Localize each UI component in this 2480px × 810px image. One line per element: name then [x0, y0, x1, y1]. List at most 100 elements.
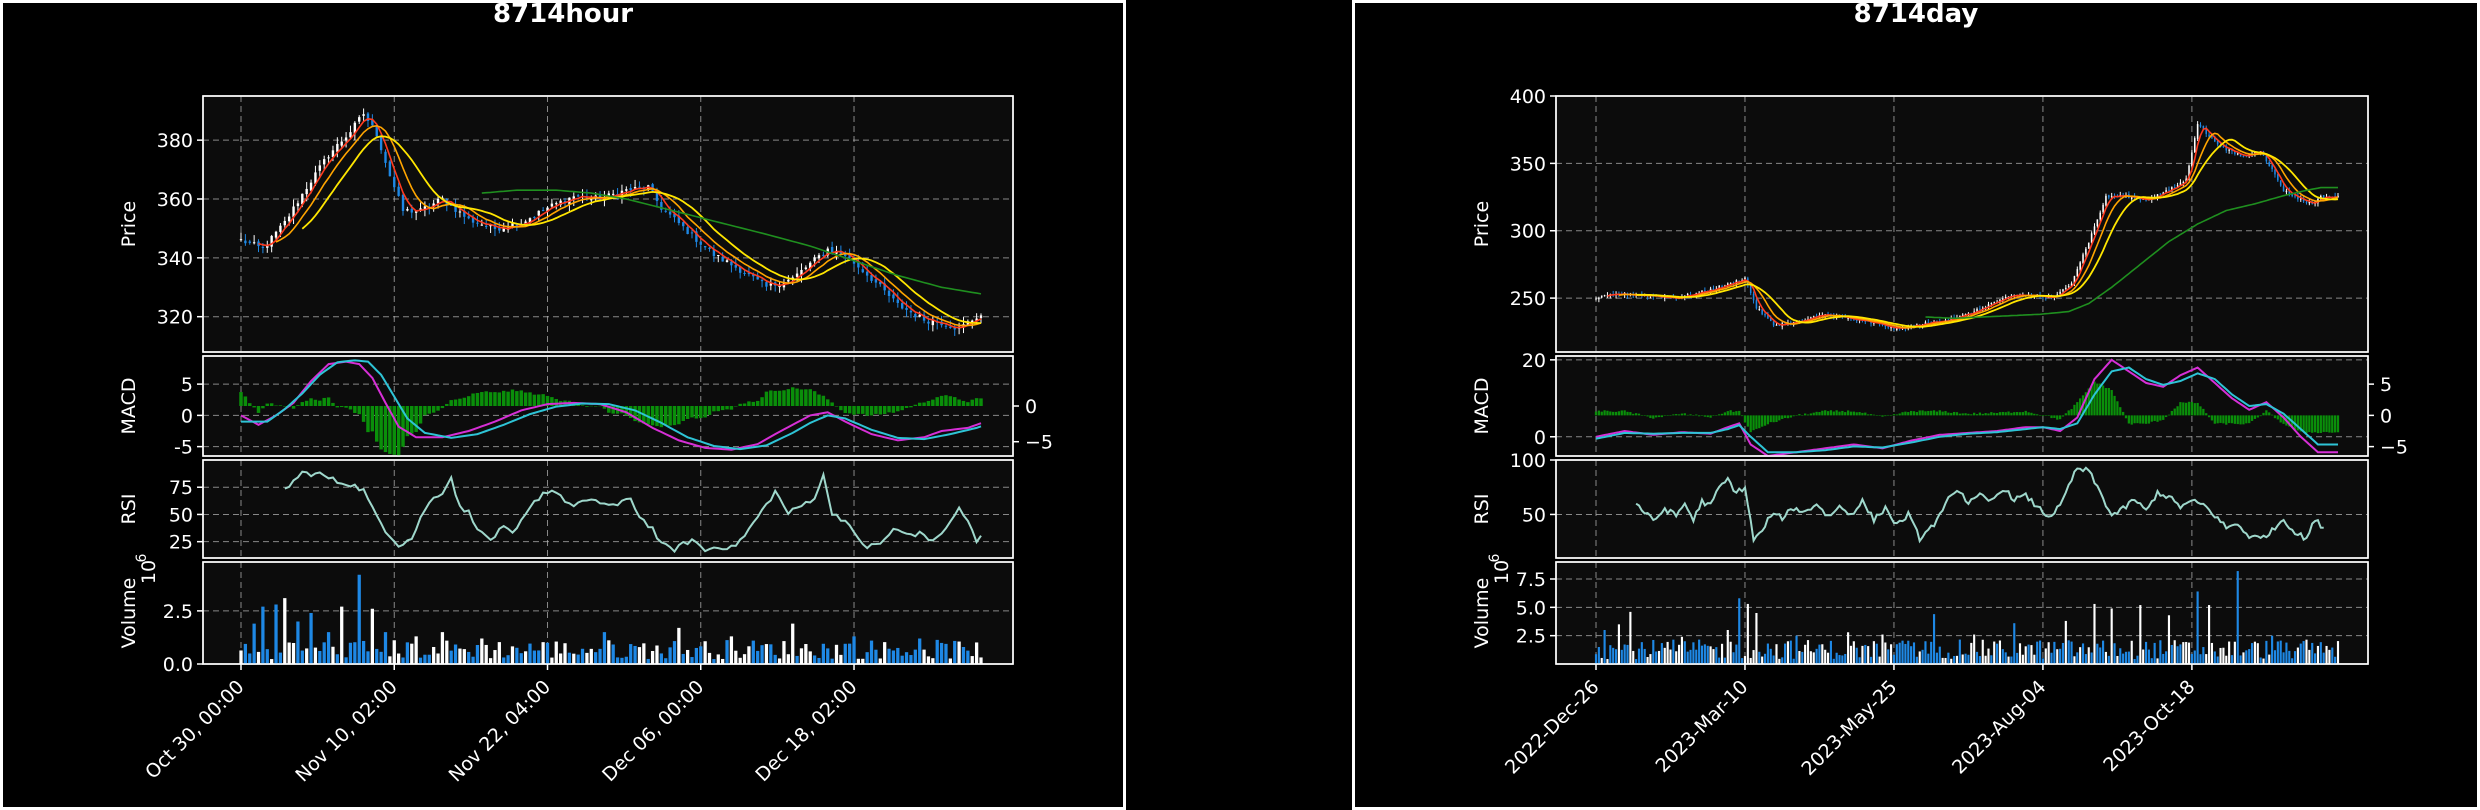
day-candle-body-143 — [2004, 296, 2007, 299]
hour-volume-bar-123 — [777, 658, 782, 664]
day-candle-body-105 — [1896, 327, 1898, 330]
day-macd-bar-132 — [1973, 412, 1976, 416]
day-candle-body-243 — [2291, 194, 2293, 197]
day-candle-body-215 — [2211, 136, 2213, 138]
day-candle-body-172 — [2087, 242, 2090, 249]
day-volume-bar-55 — [1752, 650, 1755, 664]
hour-macd-bar-155 — [917, 402, 922, 406]
day-volume-bar-136 — [1984, 655, 1987, 664]
hour-macd-bar-46 — [440, 406, 445, 409]
day-candle-body-167 — [2073, 276, 2076, 284]
day-macd-bar-213 — [2205, 413, 2208, 416]
hour-candle-body-161 — [944, 325, 948, 327]
day-volume-bar-123 — [1947, 652, 1950, 664]
day-macd-bar-35 — [1695, 414, 1698, 416]
day-volume-bar-24 — [1663, 647, 1666, 664]
hour-volume-bar-99 — [672, 641, 677, 664]
day-volume-bar-16 — [1640, 642, 1643, 664]
day-volume-bar-146 — [2013, 623, 2016, 664]
hour-macd-bar-96 — [659, 406, 664, 428]
day-xtick-label-3: 2023-Aug-04 — [1948, 676, 2050, 778]
day-volume-bar-209 — [2193, 650, 2196, 664]
day-macd-bar-179 — [2107, 387, 2110, 416]
hour-volume-bar-0 — [239, 650, 243, 664]
day-macd-bar-1 — [1597, 410, 1601, 416]
day-volume-bar-206 — [2185, 641, 2188, 664]
day-macd-bar-127 — [1958, 413, 1961, 416]
hour-candle-body-60 — [502, 228, 505, 232]
day-volume-bar-224 — [2236, 571, 2239, 664]
day-volume-bar-113 — [1918, 651, 1921, 664]
day-candle-body-235 — [2268, 162, 2271, 167]
day-candle-body-90 — [1853, 319, 1855, 321]
hour-candle-body-55 — [480, 224, 484, 226]
day-rsi-ylabel: RSI — [1471, 494, 1493, 525]
hour-candle-body-115 — [743, 272, 746, 274]
day-macd-bar-7 — [1614, 411, 1618, 416]
day-volume-bar-132 — [1973, 634, 1976, 664]
day-macd-bar-140 — [1995, 413, 1999, 416]
hour-macd-bar-127 — [795, 388, 799, 406]
day-macd-bar-124 — [1950, 412, 1953, 416]
day-macd-bar-113 — [1918, 410, 1921, 416]
day-macd-rtick-label-2: 5 — [2380, 374, 2392, 396]
day-xtick-label-1: 2023-Mar-10 — [1651, 676, 1752, 777]
hour-volume-bar-95 — [655, 645, 659, 664]
hour-macd-bar-117 — [751, 401, 756, 406]
hour-macd-bar-24 — [344, 406, 348, 408]
day-candle-body-211 — [2199, 124, 2202, 127]
day-volume-bar-49 — [1735, 644, 1738, 664]
day-volume-bar-56 — [1755, 613, 1758, 664]
day-volume-bar-258 — [2334, 656, 2337, 664]
hour-candle-body-22 — [336, 143, 339, 152]
day-volume-bar-216 — [2213, 651, 2216, 664]
day-volume-bar-22 — [1657, 650, 1661, 664]
day-volume-bar-95 — [1867, 646, 1870, 664]
hour-candle-body-97 — [664, 210, 667, 212]
day-ma-long-line — [1636, 138, 2339, 328]
day-volume-bar-135 — [1981, 639, 1984, 664]
hour-macd-bar-50 — [458, 398, 462, 406]
hour-candle-body-39 — [410, 208, 413, 213]
hour-volume-bar-98 — [668, 647, 672, 664]
day-vol-scale-base: 10 — [1491, 560, 1513, 584]
hour-macd-bar-3 — [252, 406, 256, 408]
day-macd-bar-80 — [1824, 410, 1827, 416]
day-volume-bar-152 — [2030, 645, 2033, 664]
day-candle-body-177 — [2102, 204, 2104, 212]
day-candle-body-204 — [2179, 182, 2182, 185]
hour-volume-bar-16 — [309, 613, 313, 664]
hour-macd-rtick-label-0: −5 — [1025, 432, 1053, 454]
hour-volume-bar-87 — [620, 657, 624, 664]
hour-macd-bar-160 — [939, 395, 944, 406]
day-candle-body-46 — [1726, 283, 1729, 286]
day-candle-body-0 — [1595, 298, 1597, 300]
day-macd-bar-30 — [1680, 413, 1684, 416]
hour-candle-body-34 — [388, 161, 392, 177]
day-candle-body-97 — [1873, 322, 1875, 324]
day-macd-bar-5 — [1609, 411, 1612, 416]
day-macd-bar-171 — [2084, 392, 2088, 416]
day-candle-body-55 — [1752, 293, 1755, 301]
hour-volume-bar-29 — [366, 651, 370, 664]
day-volume-bar-109 — [1907, 640, 1910, 664]
hour-candle-body-96 — [660, 202, 663, 210]
hour-volume-bar-68 — [537, 650, 541, 664]
hour-macd-bar-157 — [926, 400, 931, 406]
hour-volume-bar-50 — [458, 648, 462, 664]
hour-candle-body-151 — [900, 303, 904, 309]
day-volume-bar-214 — [2208, 605, 2211, 664]
day-volume-bar-229 — [2250, 643, 2254, 664]
day-volume-bar-156 — [2041, 658, 2044, 664]
hour-volume-bar-120 — [764, 644, 769, 664]
hour-candle-body-21 — [331, 150, 335, 158]
day-volume-bar-187 — [2130, 640, 2133, 664]
day-macd-bar-84 — [1835, 410, 1838, 416]
day-macd-bar-56 — [1755, 415, 1758, 429]
day-volume-bar-48 — [1732, 652, 1735, 664]
hour-candle-body-114 — [738, 266, 742, 273]
hour-vol-scale-exp: 6 — [134, 553, 150, 562]
hour-macd-bar-84 — [607, 406, 611, 413]
hour-macd-bar-37 — [401, 406, 405, 447]
day-macd-bar-238 — [2276, 415, 2279, 420]
